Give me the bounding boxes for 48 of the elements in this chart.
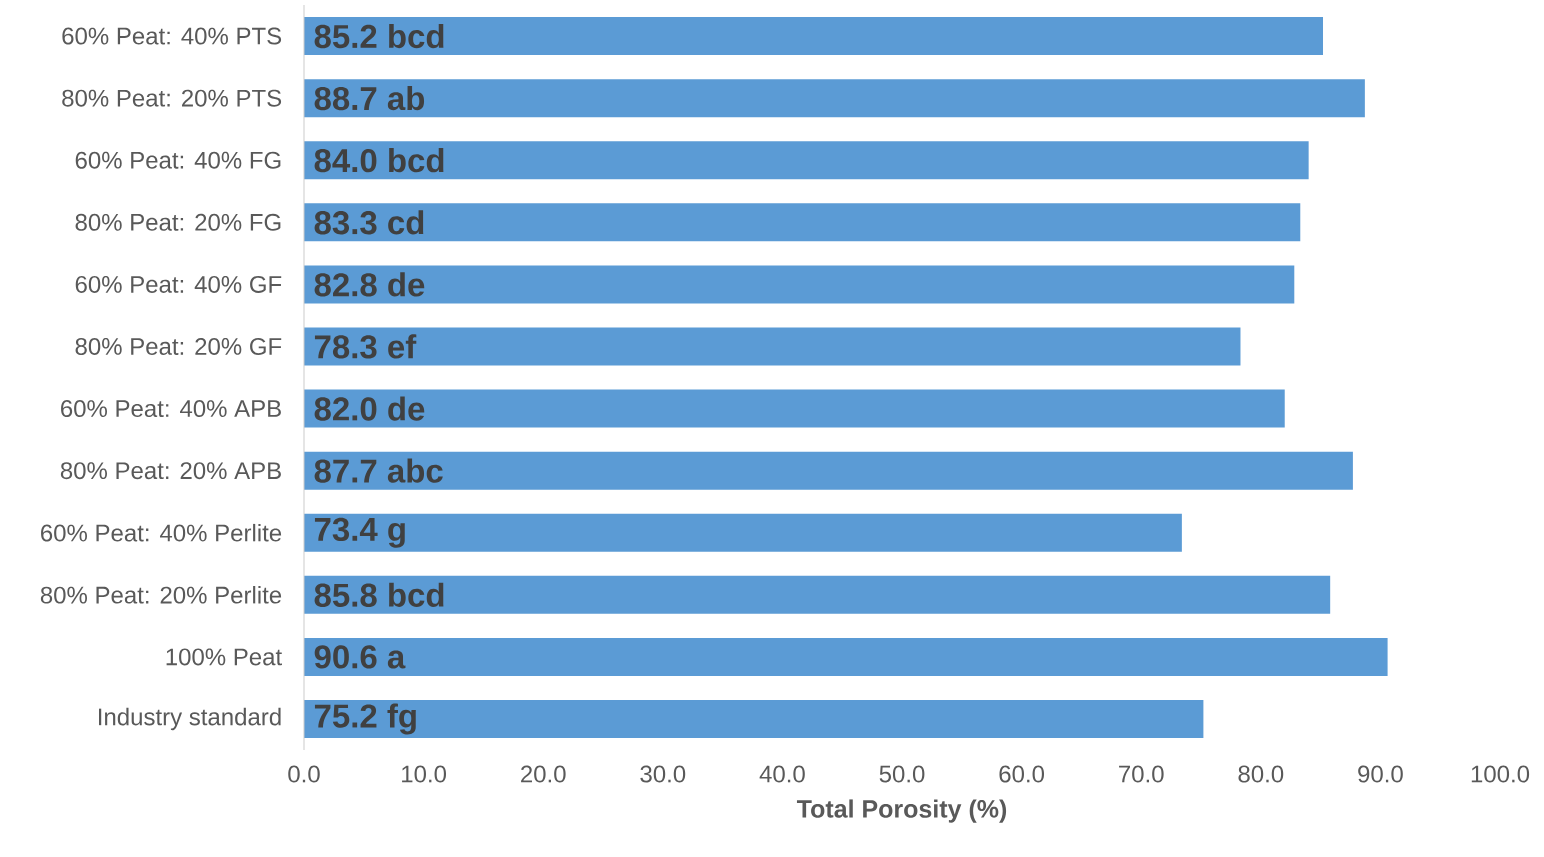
- data-label: 87.7 abc: [314, 458, 443, 483]
- x-tick-label: 0.0: [288, 765, 320, 783]
- data-label: 84.0 bcd: [314, 148, 444, 173]
- bar: [304, 79, 1365, 118]
- x-tick-label: 10.0: [402, 765, 447, 783]
- data-label: 85.2 bcd: [314, 23, 444, 49]
- y-tick-label: 100% Peat: [166, 648, 282, 666]
- bar: [304, 389, 1285, 428]
- bar: [304, 575, 1331, 614]
- y-tick-label: 60% Peat: 40% APB: [61, 400, 281, 418]
- y-tick-label: 60% Peat: 40% FG: [75, 151, 281, 169]
- bar: [304, 265, 1295, 304]
- y-tick-label: 60% Peat: 40% GF: [75, 275, 282, 293]
- x-tick-label: 70.0: [1119, 765, 1164, 783]
- x-tick-label: 80.0: [1238, 765, 1284, 783]
- data-label: 85.8 bcd: [314, 582, 444, 607]
- x-axis-title: Total Porosity (%): [796, 799, 1007, 823]
- bar: [304, 451, 1353, 490]
- x-tick-label: 20.0: [521, 765, 566, 783]
- data-label: 83.3 cd: [314, 210, 424, 235]
- data-label: 82.8 de: [314, 272, 425, 297]
- y-tick-label: 80% Peat: 20% FG: [75, 213, 281, 231]
- x-tick-label: 60.0: [999, 765, 1045, 783]
- y-tick-label: 60% Peat: 40% Perlite: [41, 523, 282, 542]
- bar: [304, 203, 1301, 242]
- y-tick-label: 80% Peat: 20% APB: [60, 462, 281, 480]
- data-label: 90.6 a: [314, 645, 406, 669]
- y-tick-label: 60% Peat: 40% PTS: [62, 27, 282, 45]
- x-tick-label: 100.0: [1471, 765, 1530, 783]
- data-label: 88.7 ab: [314, 86, 425, 111]
- data-label: 75.2 fg: [314, 703, 416, 735]
- data-label: 78.3 ef: [314, 334, 417, 359]
- y-tick-label: Industry standard: [98, 707, 281, 731]
- x-tick-label: 30.0: [640, 765, 686, 783]
- y-tick-label: 80% Peat: 20% PTS: [62, 89, 282, 107]
- bar: [304, 17, 1323, 56]
- bar: [304, 513, 1182, 552]
- y-tick-label: 80% Peat: 20% Perlite: [40, 585, 282, 604]
- data-label: 82.0 de: [314, 396, 425, 421]
- bar: [304, 699, 1204, 738]
- x-tick-label: 90.0: [1358, 765, 1403, 783]
- x-tick-label: 50.0: [879, 765, 925, 783]
- y-tick-label: 80% Peat: 20% GF: [75, 337, 282, 355]
- bar: [304, 637, 1388, 676]
- x-tick-label: 40.0: [759, 765, 805, 783]
- data-label: 73.4 g: [314, 517, 405, 548]
- bar: [304, 327, 1241, 366]
- bar: [304, 141, 1309, 180]
